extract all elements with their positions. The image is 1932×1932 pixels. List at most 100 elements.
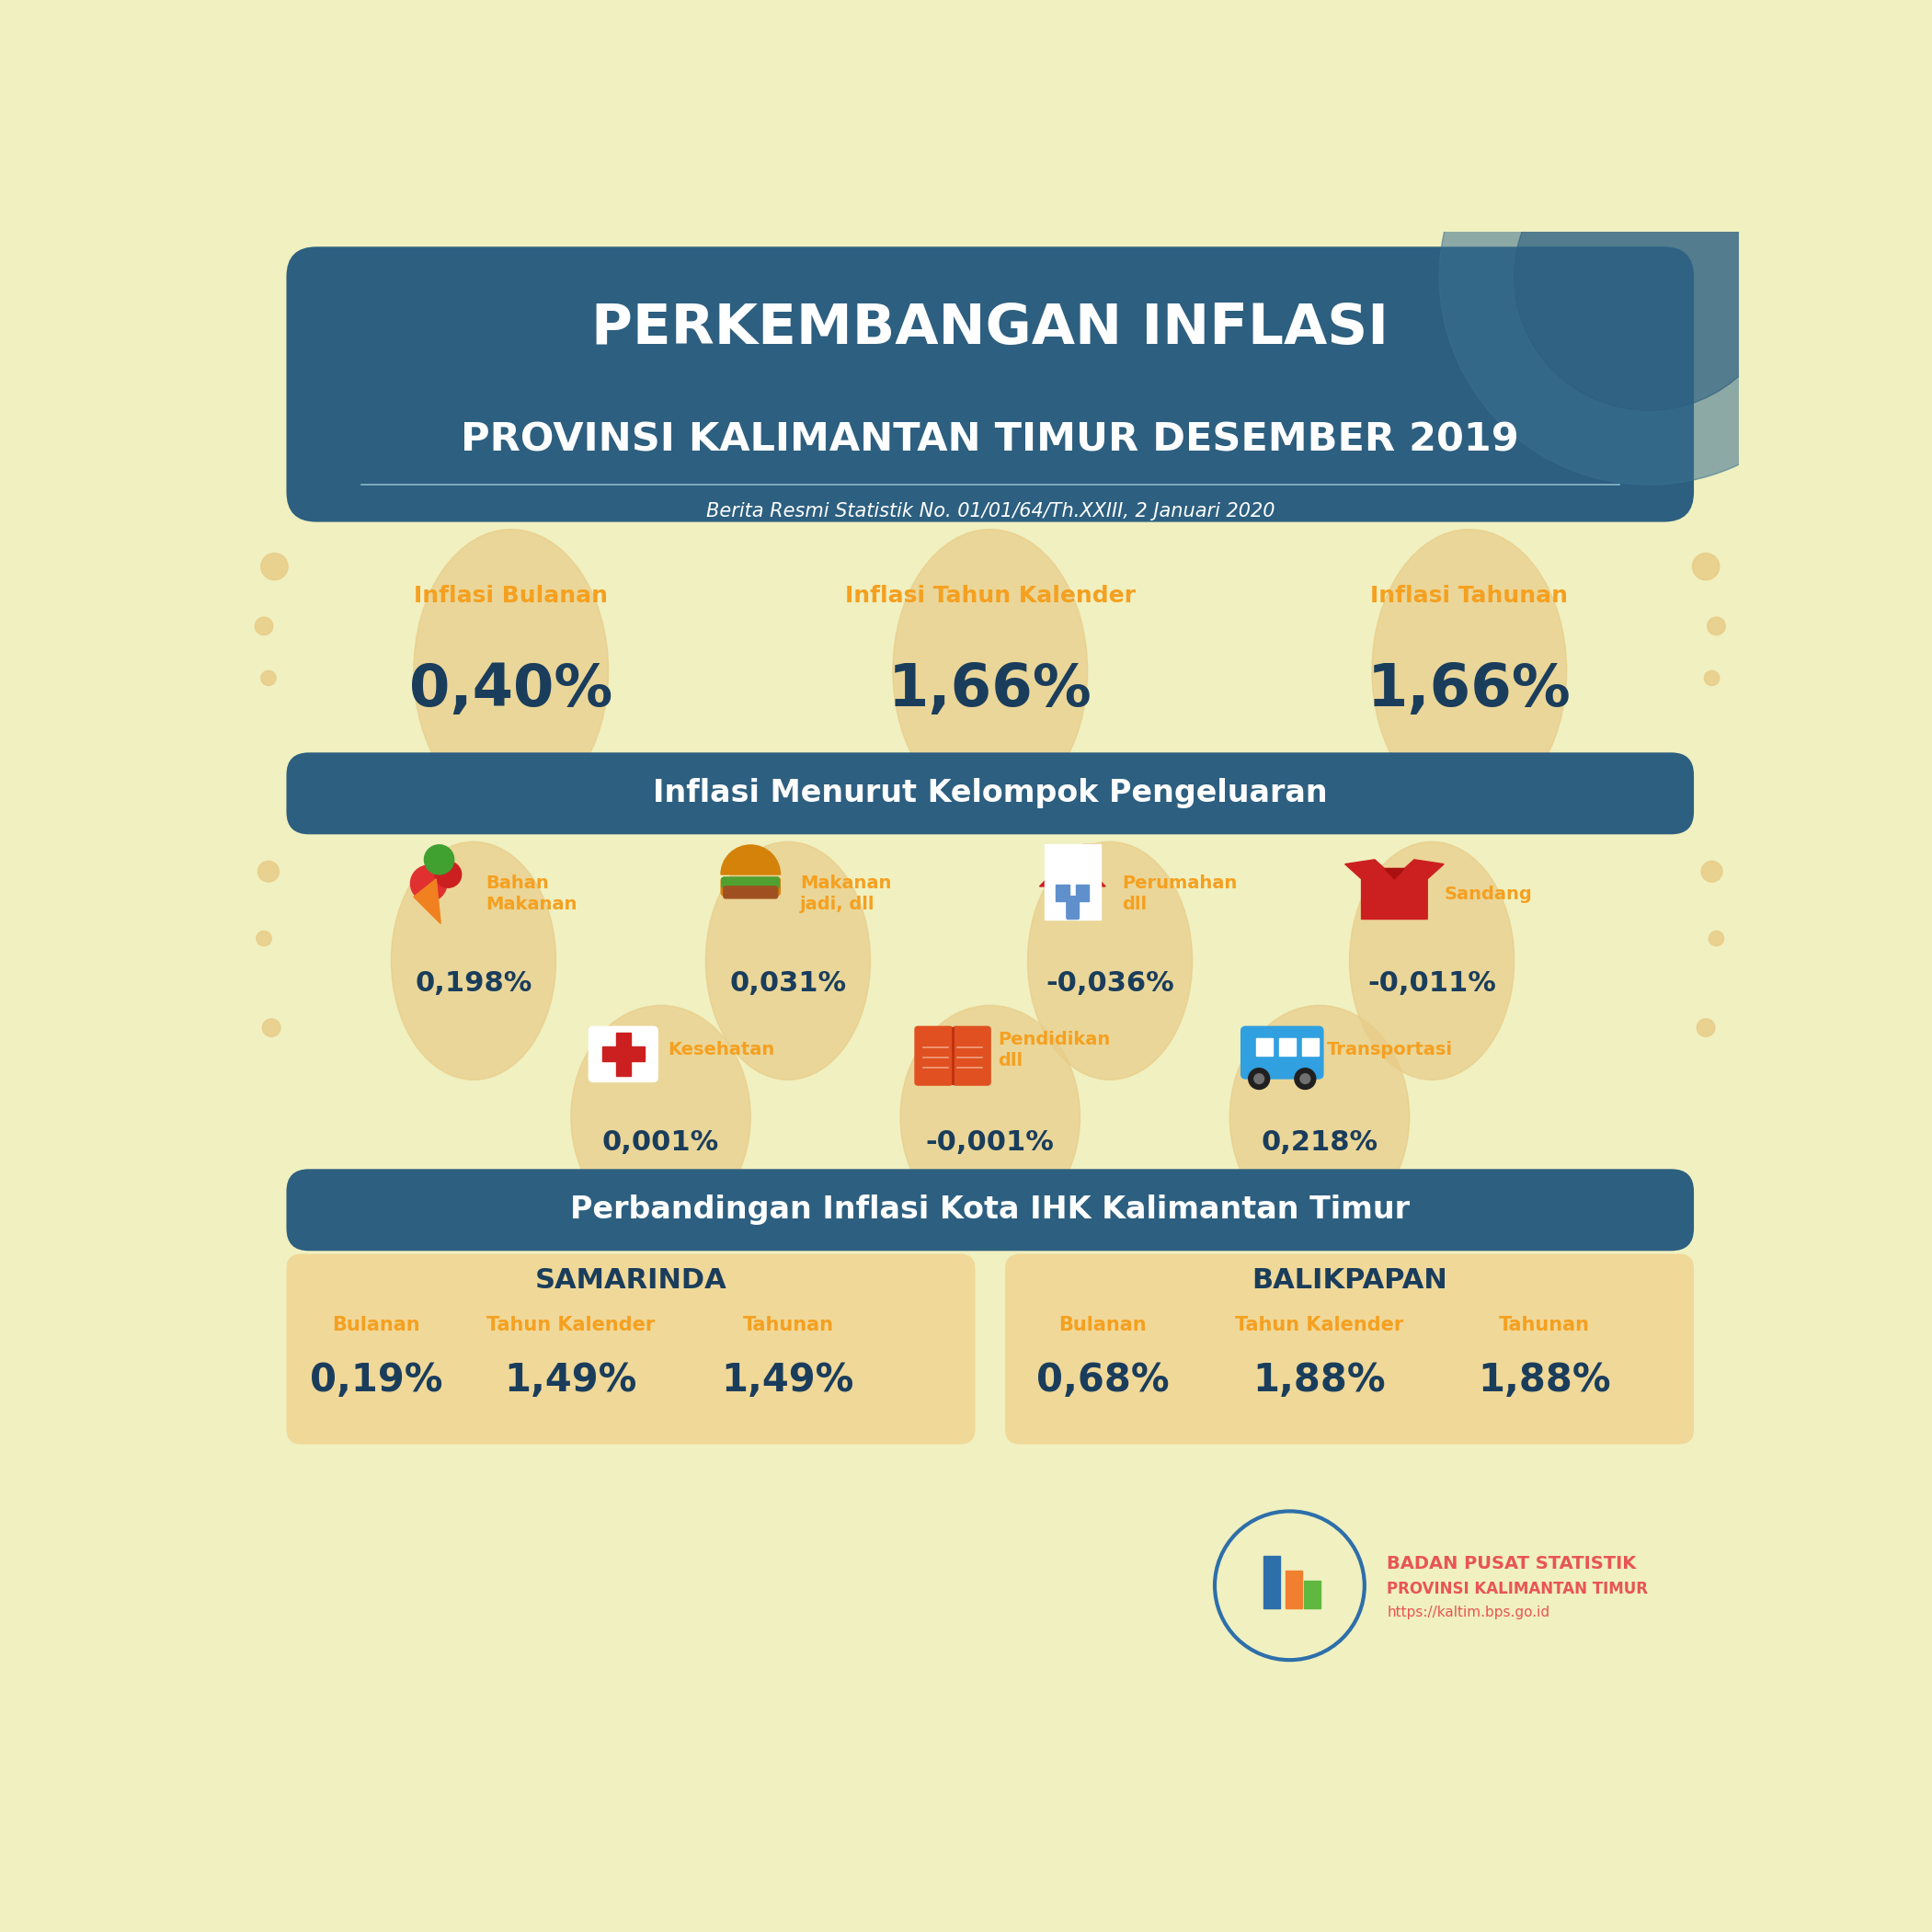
FancyBboxPatch shape bbox=[1279, 1037, 1294, 1057]
Text: Inflasi Menurut Kelompok Pengeluaran: Inflasi Menurut Kelompok Pengeluaran bbox=[653, 779, 1327, 810]
Text: Tahunan: Tahunan bbox=[742, 1316, 833, 1335]
FancyBboxPatch shape bbox=[721, 877, 781, 895]
Text: SAMARINDA: SAMARINDA bbox=[535, 1267, 726, 1294]
Text: Transportasi: Transportasi bbox=[1327, 1041, 1453, 1059]
Text: -0,036%: -0,036% bbox=[1045, 970, 1175, 997]
Circle shape bbox=[1702, 862, 1721, 881]
Text: Inflasi Tahun Kalender: Inflasi Tahun Kalender bbox=[844, 585, 1136, 607]
FancyBboxPatch shape bbox=[589, 1026, 657, 1082]
Ellipse shape bbox=[1349, 842, 1515, 1080]
Circle shape bbox=[1300, 1074, 1310, 1084]
FancyBboxPatch shape bbox=[286, 247, 1694, 522]
Text: 1,88%: 1,88% bbox=[1478, 1360, 1611, 1399]
Text: Berita Resmi Statistik No. 01/01/64/Th.XXIII, 2 Januari 2020: Berita Resmi Statistik No. 01/01/64/Th.X… bbox=[705, 502, 1275, 522]
FancyBboxPatch shape bbox=[1256, 1037, 1273, 1057]
Circle shape bbox=[255, 616, 272, 636]
Circle shape bbox=[1708, 616, 1725, 636]
Text: -0,001%: -0,001% bbox=[925, 1128, 1055, 1155]
Wedge shape bbox=[721, 844, 781, 875]
FancyBboxPatch shape bbox=[286, 1169, 1694, 1250]
Text: Tahun Kalender: Tahun Kalender bbox=[487, 1316, 655, 1335]
FancyBboxPatch shape bbox=[1057, 885, 1068, 900]
Circle shape bbox=[1294, 1068, 1316, 1090]
Circle shape bbox=[1696, 1018, 1716, 1037]
Text: 1,66%: 1,66% bbox=[889, 661, 1092, 719]
Text: 1,49%: 1,49% bbox=[723, 1360, 854, 1399]
Text: Tahun Kalender: Tahun Kalender bbox=[1235, 1316, 1405, 1335]
FancyBboxPatch shape bbox=[952, 1026, 991, 1086]
Text: BALIKPAPAN: BALIKPAPAN bbox=[1252, 1267, 1447, 1294]
Circle shape bbox=[435, 862, 462, 887]
Text: 0,198%: 0,198% bbox=[415, 970, 531, 997]
Text: Makanan
jadi, dll: Makanan jadi, dll bbox=[800, 875, 891, 914]
FancyBboxPatch shape bbox=[1240, 1026, 1323, 1078]
FancyBboxPatch shape bbox=[286, 1254, 976, 1445]
FancyBboxPatch shape bbox=[1304, 1580, 1320, 1607]
FancyBboxPatch shape bbox=[916, 1026, 952, 1086]
Circle shape bbox=[263, 1018, 280, 1037]
Text: 1,88%: 1,88% bbox=[1254, 1360, 1385, 1399]
Ellipse shape bbox=[1028, 842, 1192, 1080]
Text: Bahan
Makanan: Bahan Makanan bbox=[485, 875, 578, 914]
Text: 0,218%: 0,218% bbox=[1262, 1128, 1378, 1155]
Circle shape bbox=[261, 553, 288, 580]
Text: Kesehatan: Kesehatan bbox=[668, 1041, 775, 1059]
Polygon shape bbox=[1345, 860, 1443, 920]
Text: -0,011%: -0,011% bbox=[1368, 970, 1495, 997]
Circle shape bbox=[1515, 143, 1783, 410]
Text: Pendidikan
dll: Pendidikan dll bbox=[997, 1030, 1111, 1070]
Circle shape bbox=[410, 866, 446, 902]
FancyBboxPatch shape bbox=[1066, 896, 1080, 920]
FancyBboxPatch shape bbox=[1005, 1254, 1694, 1445]
Circle shape bbox=[1710, 931, 1723, 947]
FancyBboxPatch shape bbox=[1082, 844, 1094, 864]
Text: Inflasi Bulanan: Inflasi Bulanan bbox=[413, 585, 609, 607]
Ellipse shape bbox=[705, 842, 869, 1080]
Text: Inflasi Tahunan: Inflasi Tahunan bbox=[1370, 585, 1569, 607]
FancyBboxPatch shape bbox=[286, 753, 1694, 835]
Text: https://kaltim.bps.go.id: https://kaltim.bps.go.id bbox=[1387, 1605, 1549, 1619]
Polygon shape bbox=[413, 879, 440, 923]
Text: 0,40%: 0,40% bbox=[410, 661, 612, 719]
FancyBboxPatch shape bbox=[1264, 1555, 1279, 1607]
FancyBboxPatch shape bbox=[616, 1034, 630, 1076]
Circle shape bbox=[1254, 1074, 1264, 1084]
FancyBboxPatch shape bbox=[1076, 885, 1090, 900]
Circle shape bbox=[1704, 670, 1719, 686]
Text: 0,031%: 0,031% bbox=[730, 970, 846, 997]
FancyBboxPatch shape bbox=[603, 1047, 645, 1061]
Circle shape bbox=[257, 931, 270, 947]
Text: Perbandingan Inflasi Kota IHK Kalimantan Timur: Perbandingan Inflasi Kota IHK Kalimantan… bbox=[570, 1194, 1410, 1225]
Text: Perumahan
dll: Perumahan dll bbox=[1122, 875, 1236, 914]
Ellipse shape bbox=[390, 842, 556, 1080]
FancyBboxPatch shape bbox=[1287, 1571, 1302, 1607]
FancyBboxPatch shape bbox=[723, 887, 779, 898]
Circle shape bbox=[1439, 68, 1859, 485]
Circle shape bbox=[1692, 553, 1719, 580]
Ellipse shape bbox=[900, 1005, 1080, 1229]
Text: Bulanan: Bulanan bbox=[1059, 1316, 1146, 1335]
Ellipse shape bbox=[1229, 1005, 1408, 1229]
Circle shape bbox=[261, 670, 276, 686]
Text: 1,66%: 1,66% bbox=[1368, 661, 1571, 719]
FancyBboxPatch shape bbox=[1302, 1037, 1318, 1057]
Text: PROVINSI KALIMANTAN TIMUR: PROVINSI KALIMANTAN TIMUR bbox=[1387, 1580, 1648, 1598]
Text: 1,49%: 1,49% bbox=[504, 1360, 638, 1399]
Text: Tahunan: Tahunan bbox=[1499, 1316, 1590, 1335]
Ellipse shape bbox=[570, 1005, 750, 1229]
Text: BADAN PUSAT STATISTIK: BADAN PUSAT STATISTIK bbox=[1387, 1555, 1636, 1573]
FancyBboxPatch shape bbox=[1045, 844, 1101, 920]
Text: 0,19%: 0,19% bbox=[309, 1360, 442, 1399]
Circle shape bbox=[425, 844, 454, 875]
Text: Sandang: Sandang bbox=[1443, 885, 1532, 902]
Text: 0,68%: 0,68% bbox=[1036, 1360, 1169, 1399]
Text: 0,001%: 0,001% bbox=[603, 1128, 719, 1155]
Ellipse shape bbox=[1372, 529, 1567, 811]
Ellipse shape bbox=[413, 529, 609, 811]
Text: PROVINSI KALIMANTAN TIMUR DESEMBER 2019: PROVINSI KALIMANTAN TIMUR DESEMBER 2019 bbox=[462, 421, 1519, 460]
Text: Bulanan: Bulanan bbox=[332, 1316, 421, 1335]
Text: PERKEMBANGAN INFLASI: PERKEMBANGAN INFLASI bbox=[591, 301, 1389, 355]
Polygon shape bbox=[1385, 869, 1405, 879]
Circle shape bbox=[259, 862, 278, 881]
Polygon shape bbox=[1039, 852, 1105, 887]
